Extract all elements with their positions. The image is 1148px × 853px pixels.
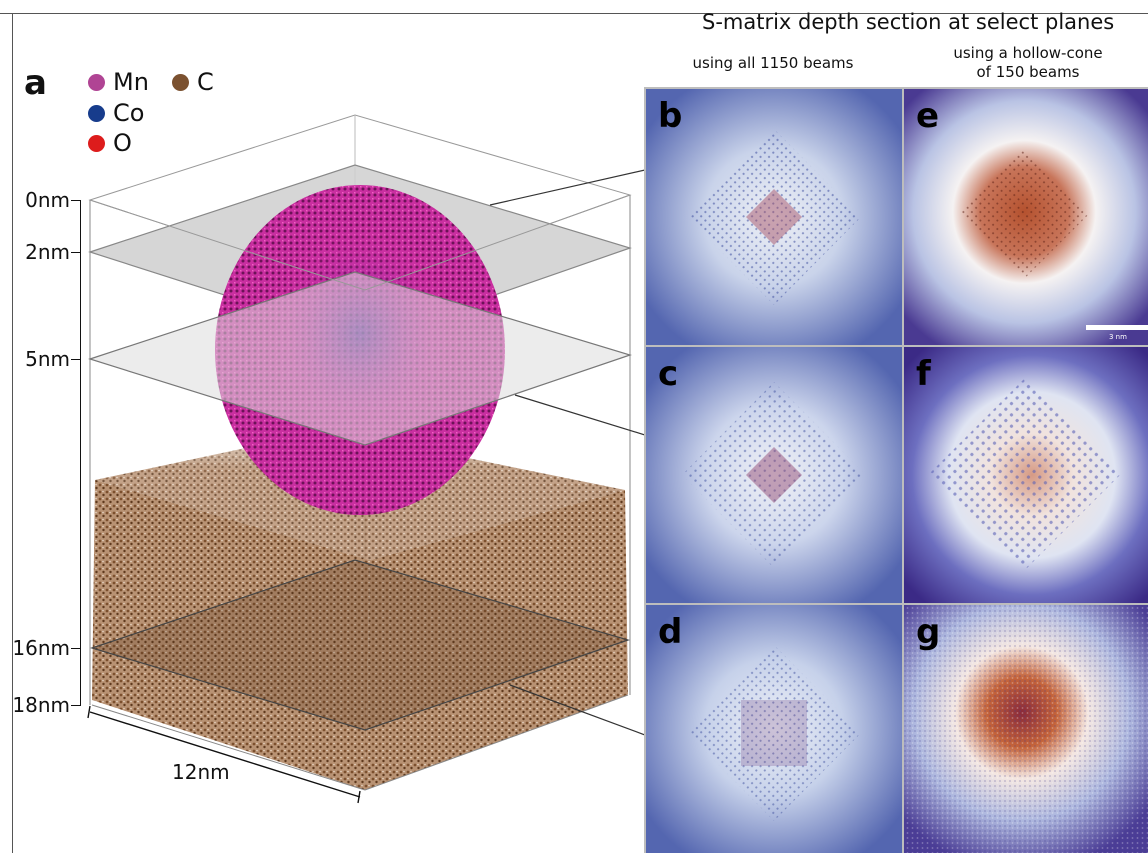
panel-g-label: g [916, 612, 941, 652]
depth-tick-0 [71, 200, 81, 201]
column-header-hollow-cone-line2: of 150 beams [976, 62, 1080, 81]
mn-dot-icon [88, 73, 105, 91]
depth-label-16nm: 16nm [12, 636, 70, 660]
panel-e: e 3 nm [904, 89, 1148, 345]
legend-label-co: Co [113, 99, 145, 127]
legend-label-c: C [197, 68, 214, 96]
panel-f: f [904, 347, 1148, 603]
o-dot-icon [88, 134, 105, 152]
depth-label-0nm: 0nm [25, 188, 70, 212]
column-header-hollow-cone: using a hollow-cone of 150 beams [903, 44, 1148, 82]
depth-label-2nm: 2nm [25, 240, 70, 264]
legend-item-o: O [88, 131, 132, 155]
co-dot-icon [88, 104, 105, 122]
legend-label-mn: Mn [113, 68, 149, 96]
panel-e-label: e [916, 96, 940, 136]
depth-label-18nm: 18nm [12, 693, 70, 717]
panel-b-label: b [658, 96, 683, 136]
depth-tick-16 [71, 648, 81, 649]
c-dot-icon [172, 73, 189, 91]
figure-border-top [0, 13, 1148, 14]
legend-item-c: C [172, 70, 214, 94]
panel-d-label: d [658, 612, 683, 652]
panel-f-label: f [916, 354, 931, 394]
figure-border-left [12, 13, 13, 853]
panel-d: d [646, 605, 902, 853]
column-header-hollow-cone-line1: using a hollow-cone [953, 44, 1103, 62]
panel-b: b [646, 89, 902, 345]
legend-label-o: O [113, 129, 132, 157]
reconstruction-3d-render [87, 114, 645, 804]
legend-item-co: Co [88, 101, 144, 125]
depth-axis-line [80, 200, 81, 705]
scale-bar [1086, 325, 1148, 330]
column-header-all-beams: using all 1150 beams [692, 54, 854, 72]
scale-bar-label: 3 nm [1109, 333, 1127, 341]
depth-tick-2 [71, 252, 81, 253]
figure-title: S-matrix depth section at select planes [702, 10, 1115, 34]
depth-tick-5 [71, 359, 81, 360]
depth-tick-18 [71, 705, 81, 706]
panel-c-label: c [658, 354, 679, 394]
width-axis-label: 12nm [172, 760, 230, 784]
panel-c: c [646, 347, 902, 603]
panel-a-label: a [24, 63, 47, 103]
depth-label-5nm: 5nm [25, 347, 70, 371]
legend-item-mn: Mn [88, 70, 149, 94]
panel-g: g [904, 605, 1148, 853]
